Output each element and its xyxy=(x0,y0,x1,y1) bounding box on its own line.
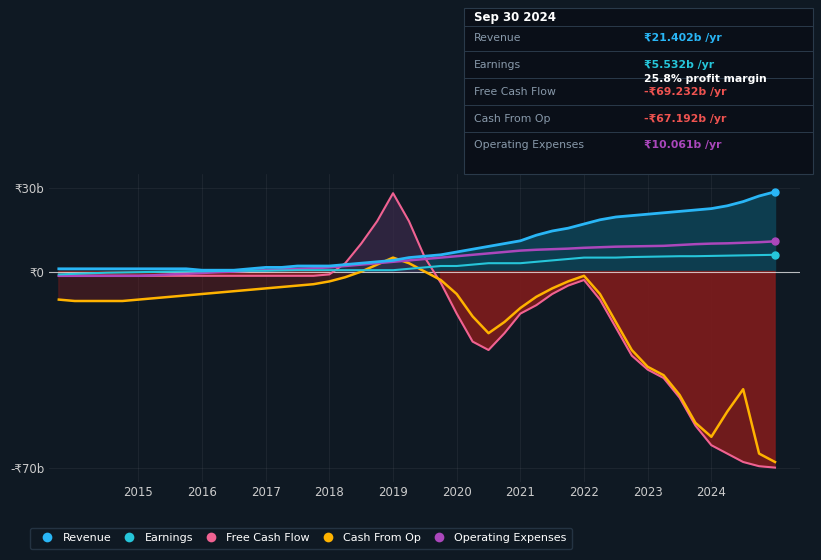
Text: 25.8% profit margin: 25.8% profit margin xyxy=(644,74,768,84)
Text: Operating Expenses: Operating Expenses xyxy=(474,141,584,151)
Text: ₹10.061b /yr: ₹10.061b /yr xyxy=(644,141,722,151)
Text: Free Cash Flow: Free Cash Flow xyxy=(474,87,556,97)
Text: ₹21.402b /yr: ₹21.402b /yr xyxy=(644,33,722,43)
Text: Cash From Op: Cash From Op xyxy=(474,114,550,124)
Text: Revenue: Revenue xyxy=(474,33,521,43)
Text: -₹67.192b /yr: -₹67.192b /yr xyxy=(644,114,727,124)
Text: -₹69.232b /yr: -₹69.232b /yr xyxy=(644,87,727,97)
Text: ₹5.532b /yr: ₹5.532b /yr xyxy=(644,60,714,70)
Text: Sep 30 2024: Sep 30 2024 xyxy=(474,11,556,24)
Legend: Revenue, Earnings, Free Cash Flow, Cash From Op, Operating Expenses: Revenue, Earnings, Free Cash Flow, Cash … xyxy=(30,528,572,549)
Text: Earnings: Earnings xyxy=(474,60,521,70)
